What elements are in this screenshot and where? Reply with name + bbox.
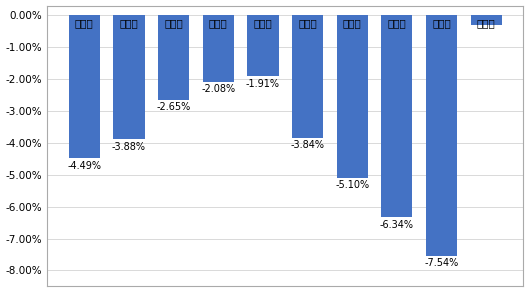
Bar — [470, 15, 502, 25]
Bar — [203, 15, 234, 81]
Text: -2.65%: -2.65% — [157, 102, 191, 112]
Bar — [247, 15, 279, 76]
Text: -5.10%: -5.10% — [335, 180, 369, 190]
Text: -2.08%: -2.08% — [201, 84, 235, 94]
Text: -6.34%: -6.34% — [380, 220, 414, 230]
Text: 第四个: 第四个 — [209, 18, 227, 28]
Text: -3.84%: -3.84% — [290, 140, 325, 150]
Text: -4.49%: -4.49% — [67, 161, 102, 171]
Bar — [381, 15, 413, 218]
Bar — [336, 15, 368, 178]
Text: 第九个: 第九个 — [432, 18, 451, 28]
Text: 第七个: 第七个 — [343, 18, 362, 28]
Bar — [113, 15, 144, 139]
Text: 第五个: 第五个 — [253, 18, 272, 28]
Text: 第三个: 第三个 — [164, 18, 183, 28]
Bar — [426, 15, 457, 256]
Text: 第二个: 第二个 — [120, 18, 139, 28]
Bar — [292, 15, 323, 138]
Text: 第十个: 第十个 — [477, 18, 496, 28]
Text: -1.91%: -1.91% — [246, 79, 280, 89]
Text: 第一个: 第一个 — [75, 18, 94, 28]
Text: 第六个: 第六个 — [298, 18, 317, 28]
Bar — [69, 15, 100, 159]
Text: -3.88%: -3.88% — [112, 142, 146, 152]
Text: -7.54%: -7.54% — [424, 258, 459, 268]
Bar — [158, 15, 189, 100]
Text: 第八个: 第八个 — [387, 18, 406, 28]
